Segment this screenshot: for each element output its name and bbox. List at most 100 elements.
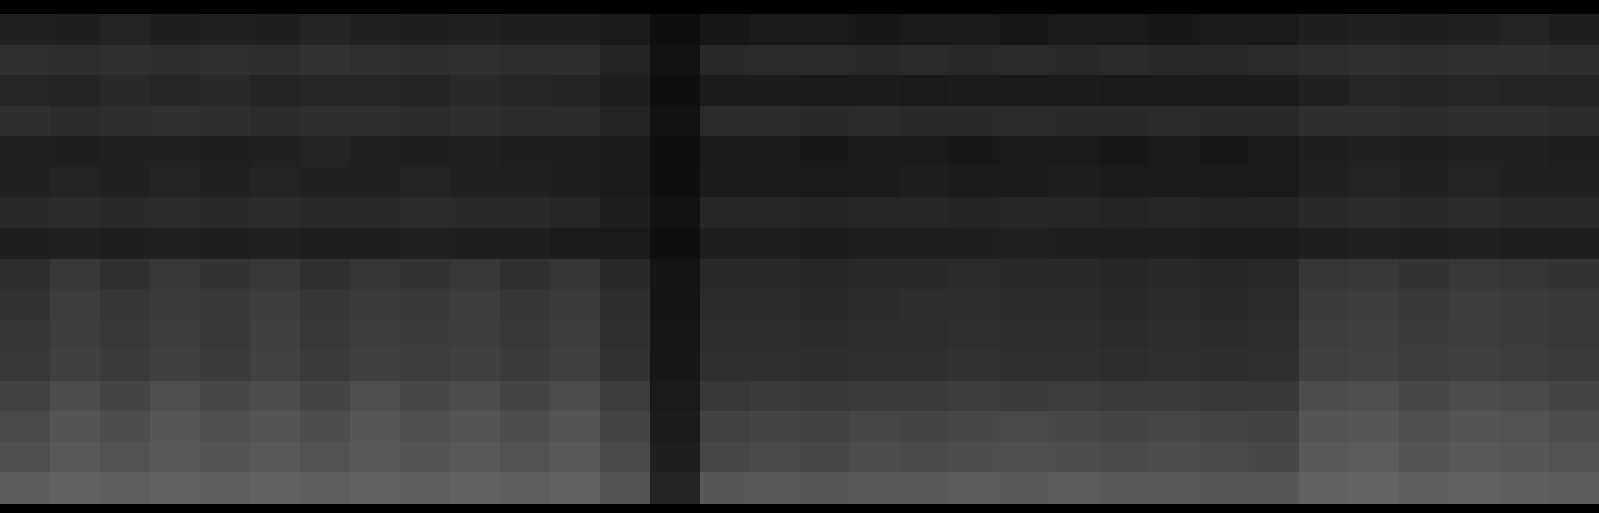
heat-cell xyxy=(750,289,800,320)
heat-cell xyxy=(200,197,250,228)
heat-cell xyxy=(150,45,200,76)
heat-cell xyxy=(1549,136,1599,167)
heat-cell xyxy=(1199,411,1249,442)
heat-cell xyxy=(899,381,949,412)
heat-cell xyxy=(250,14,300,45)
heat-cell xyxy=(700,289,750,320)
heat-cell xyxy=(500,259,550,290)
heat-cell xyxy=(800,472,850,503)
heat-cell xyxy=(1299,289,1349,320)
heat-cell xyxy=(300,106,350,137)
heat-cell xyxy=(450,289,500,320)
heat-cell xyxy=(849,381,899,412)
heat-cell xyxy=(949,45,999,76)
heat-cell xyxy=(650,45,700,76)
heat-cell xyxy=(1549,197,1599,228)
heat-cell xyxy=(800,106,850,137)
heat-cell xyxy=(600,381,650,412)
heat-cell xyxy=(899,259,949,290)
heat-cell xyxy=(1049,289,1099,320)
heat-cell xyxy=(600,106,650,137)
heat-cell xyxy=(600,442,650,473)
heat-cell xyxy=(849,289,899,320)
heat-cell xyxy=(550,167,600,198)
heat-cell xyxy=(1399,442,1449,473)
heat-cell xyxy=(400,350,450,381)
heat-cell xyxy=(650,14,700,45)
heat-cell xyxy=(550,472,600,503)
heat-cell xyxy=(100,75,150,106)
heat-cell xyxy=(150,289,200,320)
heat-cell xyxy=(550,381,600,412)
heat-cell xyxy=(500,442,550,473)
heat-cell xyxy=(50,381,100,412)
heat-cell xyxy=(1549,442,1599,473)
heat-cell xyxy=(100,14,150,45)
heat-cell xyxy=(1299,167,1349,198)
heat-cell xyxy=(1199,14,1249,45)
heat-cell xyxy=(100,442,150,473)
heat-cell xyxy=(50,45,100,76)
heat-cell xyxy=(1099,14,1149,45)
heat-cell xyxy=(650,350,700,381)
heat-cell xyxy=(899,197,949,228)
heat-cell xyxy=(999,381,1049,412)
heat-cell xyxy=(50,259,100,290)
heat-cell xyxy=(150,106,200,137)
heat-cell xyxy=(849,136,899,167)
heat-cell xyxy=(0,259,50,290)
heat-cell xyxy=(1299,259,1349,290)
heat-cell xyxy=(550,320,600,351)
heat-cell xyxy=(750,197,800,228)
heat-cell xyxy=(1149,228,1199,259)
heat-cell xyxy=(200,14,250,45)
heat-cell xyxy=(999,228,1049,259)
heat-cell xyxy=(1399,350,1449,381)
heat-cell xyxy=(1399,320,1449,351)
heat-cell xyxy=(700,442,750,473)
heat-cell xyxy=(650,289,700,320)
heat-cell xyxy=(849,14,899,45)
heat-cell xyxy=(750,442,800,473)
heat-cell xyxy=(1399,197,1449,228)
heat-cell xyxy=(1549,411,1599,442)
heat-cell xyxy=(1149,75,1199,106)
heat-cell xyxy=(1499,381,1549,412)
heat-cell xyxy=(200,289,250,320)
heat-cell xyxy=(250,289,300,320)
heat-cell xyxy=(400,75,450,106)
heat-cell xyxy=(800,75,850,106)
heat-cell xyxy=(1199,136,1249,167)
heat-cell xyxy=(1299,197,1349,228)
heat-cell xyxy=(550,45,600,76)
heat-cell xyxy=(949,14,999,45)
heat-cell xyxy=(1349,136,1399,167)
heat-cell xyxy=(750,75,800,106)
heat-cell xyxy=(350,75,400,106)
heat-cell xyxy=(200,442,250,473)
heat-cell xyxy=(100,167,150,198)
heat-cell xyxy=(700,45,750,76)
heat-cell xyxy=(849,472,899,503)
heat-cell xyxy=(700,350,750,381)
heat-cell xyxy=(1549,381,1599,412)
heat-cell xyxy=(450,259,500,290)
heat-cell xyxy=(50,75,100,106)
heat-cell xyxy=(750,14,800,45)
heat-cell xyxy=(300,197,350,228)
heat-cell xyxy=(800,228,850,259)
heat-cell xyxy=(600,197,650,228)
heat-cell xyxy=(1549,106,1599,137)
heat-cell xyxy=(650,472,700,503)
heat-cell xyxy=(700,136,750,167)
heat-cell xyxy=(50,167,100,198)
heat-cell xyxy=(0,136,50,167)
heat-cell xyxy=(150,350,200,381)
heat-cell xyxy=(250,411,300,442)
heat-cell xyxy=(750,381,800,412)
heat-cell xyxy=(1499,14,1549,45)
heat-cell xyxy=(1199,106,1249,137)
heat-cell xyxy=(1099,136,1149,167)
heat-cell xyxy=(1149,381,1199,412)
heat-cell xyxy=(350,320,400,351)
